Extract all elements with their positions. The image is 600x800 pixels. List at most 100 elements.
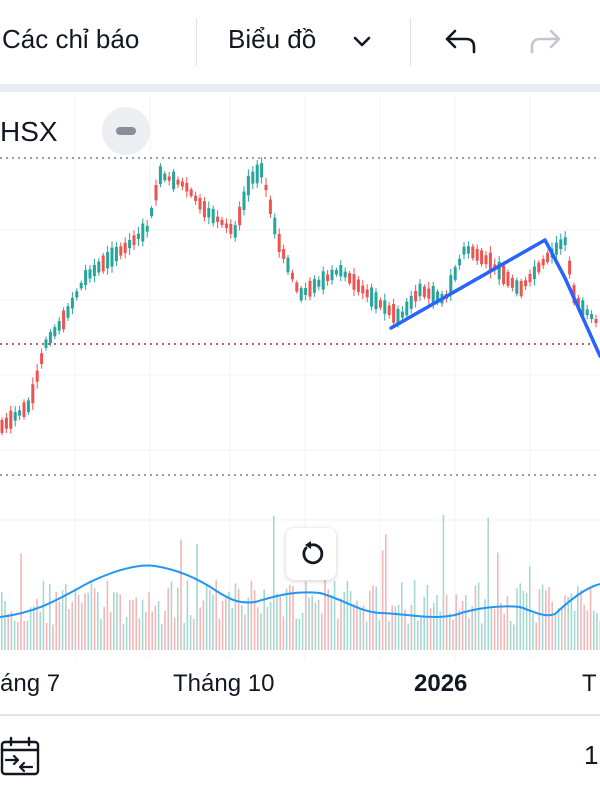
candle-body	[79, 282, 83, 289]
volume-bar	[129, 600, 131, 650]
volume-bar	[349, 591, 352, 650]
volume-bar	[333, 581, 336, 650]
candle-body	[233, 225, 237, 238]
volume-bar	[337, 618, 339, 650]
candle-body	[110, 247, 114, 267]
candle-body	[343, 271, 347, 278]
trend-line	[389, 238, 600, 358]
volume-bar	[330, 595, 333, 650]
volume-bar	[465, 595, 467, 650]
volume-bar	[397, 604, 400, 650]
candle-body	[216, 216, 220, 222]
candle-body	[260, 163, 264, 178]
price-chart[interactable]	[0, 0, 600, 715]
volume-bar	[221, 600, 224, 650]
candle-body	[185, 182, 189, 192]
candle-body	[515, 280, 519, 294]
candle-body	[581, 300, 585, 316]
indicators-button[interactable]: Các chỉ báo	[2, 24, 140, 54]
volume-bar	[359, 607, 361, 650]
volume-bar	[4, 600, 6, 650]
volume-bar	[55, 591, 57, 650]
chart-type-button[interactable]: Biểu đồ	[228, 24, 316, 55]
volume-bar	[276, 593, 278, 650]
volume-bar	[372, 585, 374, 650]
volume-bar	[106, 580, 109, 650]
candle-body	[356, 279, 360, 293]
candle-body	[427, 288, 431, 299]
calendar-range-icon[interactable]	[0, 736, 42, 776]
volume-bar	[436, 595, 438, 650]
volume-bar	[269, 601, 272, 650]
volume-bar	[113, 592, 115, 650]
volume-bar	[497, 552, 499, 650]
volume-bar	[138, 618, 141, 650]
volume-bar	[292, 586, 294, 650]
candle-body	[392, 304, 396, 323]
candle-body	[480, 250, 484, 265]
volume-bar	[71, 601, 73, 650]
candle-body	[502, 265, 506, 285]
chevron-down-icon[interactable]	[352, 34, 372, 50]
volume-bar	[346, 580, 349, 650]
volume-bar	[273, 515, 275, 650]
candle-body	[519, 280, 523, 297]
candle-body	[251, 171, 255, 184]
candle-body	[546, 252, 550, 263]
volume-bar	[554, 614, 557, 650]
volume-bar	[500, 603, 502, 650]
volume-bar	[589, 588, 592, 650]
volume-bar	[231, 608, 233, 650]
candle-body	[497, 261, 501, 280]
volume-bar	[529, 566, 531, 650]
candle-body	[163, 173, 167, 181]
volume-bar	[61, 590, 64, 650]
candle-body	[594, 318, 598, 324]
collapse-legend-button[interactable]	[102, 107, 150, 155]
volume-bar	[183, 622, 185, 650]
candle-body	[537, 262, 541, 273]
volume-bar	[116, 592, 118, 650]
candle-body	[4, 417, 8, 429]
volume-bar	[45, 623, 48, 650]
candle-body	[409, 295, 413, 309]
candle-body	[334, 270, 338, 275]
undo-icon[interactable]	[444, 28, 478, 58]
volume-bar	[442, 515, 445, 650]
candle-body	[211, 208, 215, 224]
candle-body	[365, 289, 369, 298]
candle-body	[66, 306, 70, 318]
volume-bar	[353, 603, 355, 650]
candle-body	[62, 310, 66, 330]
candle-body	[524, 280, 528, 287]
volume-bar	[375, 586, 377, 650]
volume-bar	[58, 601, 61, 650]
candle-body	[585, 309, 589, 316]
volume-bar	[250, 580, 253, 650]
redo-icon[interactable]	[528, 28, 562, 58]
volume-bar	[202, 600, 205, 650]
reset-chart-button[interactable]	[286, 528, 336, 580]
candle-body	[453, 267, 457, 280]
volume-bar	[401, 582, 403, 650]
candle-body	[312, 279, 316, 293]
candle-body	[471, 246, 475, 259]
volume-bar	[81, 602, 83, 650]
candle-body	[374, 292, 378, 310]
volume-bar	[234, 583, 237, 650]
volume-bar	[141, 599, 144, 650]
volume-bar	[525, 592, 528, 650]
candle-body	[198, 197, 202, 210]
volume-bar	[279, 596, 281, 650]
candle-body	[541, 258, 545, 266]
volume-bar	[132, 599, 134, 650]
candle-body	[383, 300, 387, 314]
volume-bar	[33, 606, 35, 650]
volume-bar	[109, 611, 112, 650]
volume-bar	[119, 594, 121, 650]
candle-body	[576, 298, 580, 309]
volume-bar	[17, 622, 19, 650]
volume-bar	[471, 606, 473, 650]
candle-body	[123, 242, 127, 253]
volume-bar	[538, 589, 541, 650]
